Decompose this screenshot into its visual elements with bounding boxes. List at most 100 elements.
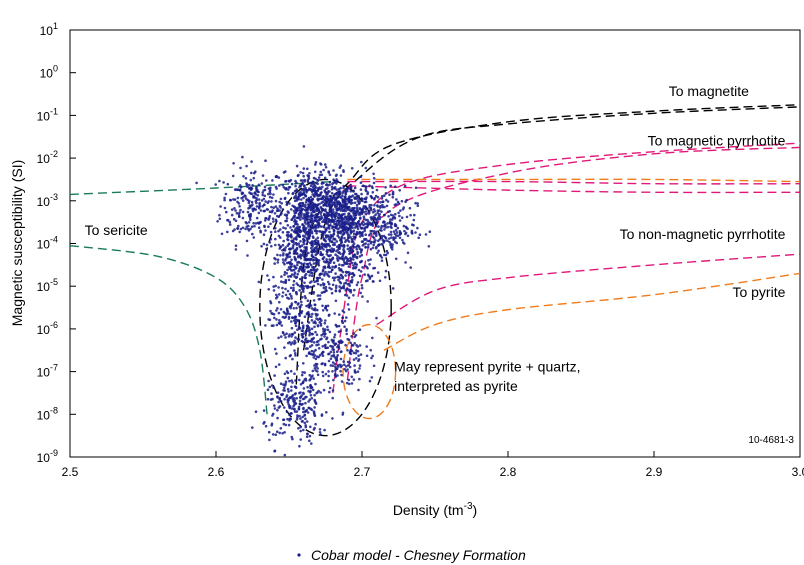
scatter-point <box>320 182 324 185</box>
scatter-point <box>283 196 287 200</box>
trend-curve <box>295 104 801 385</box>
scatter-point <box>319 317 322 321</box>
scatter-point <box>338 246 342 249</box>
scatter-point <box>284 227 287 230</box>
scatter-point <box>318 431 322 434</box>
scatter-point <box>294 379 297 382</box>
scatter-point <box>296 223 299 226</box>
scatter-point <box>376 200 380 204</box>
scatter-point <box>360 227 363 230</box>
scatter-point <box>304 215 308 219</box>
scatter-point <box>250 225 254 228</box>
scatter-point <box>409 213 412 217</box>
scatter-point <box>338 227 341 230</box>
scatter-point <box>322 286 326 290</box>
scatter-point <box>314 203 317 206</box>
scatter-point <box>291 204 295 208</box>
scatter-point <box>375 245 378 249</box>
scatter-point <box>303 208 307 212</box>
scatter-point <box>330 214 333 218</box>
scatter-point <box>301 296 304 299</box>
scatter-point <box>241 226 245 230</box>
scatter-point <box>315 314 318 317</box>
scatter-point <box>260 199 264 202</box>
scatter-point <box>268 385 272 389</box>
scatter-point <box>310 327 314 331</box>
scatter-point <box>342 360 346 363</box>
x-tick-label: 2.7 <box>354 465 371 479</box>
scatter-point <box>369 348 373 352</box>
scatter-point <box>317 221 321 224</box>
envelopes-layer <box>259 178 397 437</box>
scatter-point <box>350 195 353 198</box>
scatter-point <box>319 283 323 287</box>
scatter-point <box>257 183 261 187</box>
scatter-point <box>402 224 406 228</box>
scatter-point <box>262 233 266 236</box>
scatter-point <box>306 432 309 436</box>
scatter-point <box>299 171 302 174</box>
scatter-point <box>390 236 393 239</box>
scatter-point <box>353 364 356 367</box>
scatter-point <box>283 213 287 217</box>
scatter-point <box>326 346 330 350</box>
scatter-point <box>281 315 285 319</box>
scatter-point <box>294 184 297 188</box>
scatter-point <box>285 395 288 399</box>
scatter-point <box>296 174 300 178</box>
scatter-point <box>321 370 325 374</box>
scatter-point <box>306 213 309 216</box>
scatter-point <box>389 230 393 234</box>
scatter-point <box>302 242 306 246</box>
annotation-label: To sericite <box>85 222 148 238</box>
scatter-point <box>288 341 292 344</box>
scatter-point <box>352 218 356 222</box>
scatter-point <box>296 272 300 276</box>
scatter-point <box>356 370 360 374</box>
scatter-point <box>409 266 413 269</box>
scatter-point <box>359 353 363 356</box>
scatter-point <box>309 258 313 261</box>
scatter-point <box>322 232 325 236</box>
scatter-point <box>289 343 293 346</box>
scatter-point <box>323 290 327 294</box>
scatter-point <box>307 230 311 234</box>
scatter-point <box>332 210 335 214</box>
scatter-point <box>316 236 320 240</box>
scatter-point <box>236 227 240 230</box>
scatter-point <box>290 332 294 336</box>
scatter-point <box>381 221 385 224</box>
scatter-point <box>281 243 285 247</box>
scatter-point <box>320 333 323 337</box>
scatter-point <box>287 188 290 191</box>
scatter-point <box>307 270 310 273</box>
scatter-point <box>338 313 341 316</box>
scatter-point <box>379 204 382 208</box>
scatter-point <box>304 379 308 382</box>
scatter-point <box>238 230 241 234</box>
scatter-point <box>305 340 309 344</box>
scatter-point <box>299 261 303 265</box>
scatter-point <box>272 386 275 390</box>
scatter-point <box>316 247 320 251</box>
scatter-point <box>273 404 276 407</box>
scatter-point <box>395 241 399 245</box>
y-tick-label: 101 <box>40 21 58 38</box>
scatter-point <box>333 266 337 269</box>
scatter-point <box>293 331 297 334</box>
scatter-point <box>353 288 356 292</box>
scatter-point <box>299 383 303 386</box>
scatter-point <box>326 280 330 284</box>
scatter-point <box>260 182 264 185</box>
scatter-point <box>300 300 303 304</box>
scatter-point <box>336 364 340 367</box>
scatter-point <box>351 201 354 205</box>
scatter-point <box>330 338 334 342</box>
scatter-point <box>405 226 408 230</box>
y-tick-label: 10-9 <box>37 448 58 465</box>
scatter-point <box>395 231 399 234</box>
scatter-point <box>400 199 404 203</box>
scatter-point <box>352 332 356 335</box>
scatter-point <box>296 303 300 306</box>
scatter-point <box>247 224 250 228</box>
